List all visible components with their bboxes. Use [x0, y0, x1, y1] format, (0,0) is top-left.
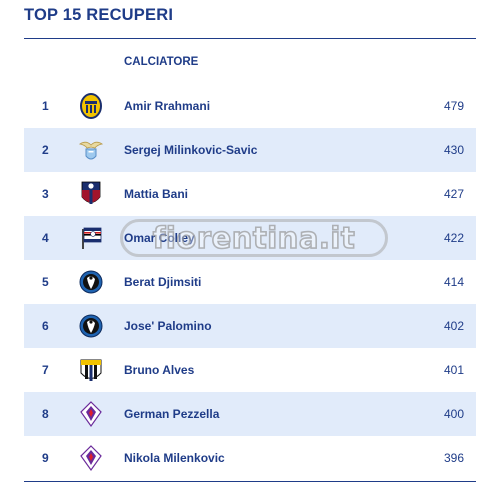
player-name: Bruno Alves: [124, 363, 195, 377]
bologna-crest-icon: [79, 180, 103, 208]
table-row: 2 Sergej Milinkovic-Savic 430: [24, 128, 476, 172]
rank-number: 9: [42, 451, 49, 465]
table-row: 3 Mattia Bani 427: [24, 172, 476, 216]
recoveries-value: 479: [443, 99, 464, 113]
table-row: 9 Nikola Milenkovic 396: [24, 436, 476, 480]
table-row: 7 Bruno Alves 401: [24, 348, 476, 392]
table-row: 5 Berat Djimsiti 414: [24, 260, 476, 304]
rank-number: 1: [42, 99, 49, 113]
player-name: Amir Rrahmani: [124, 99, 211, 113]
atalanta-crest-icon: [79, 312, 103, 340]
rank-number: 4: [42, 231, 49, 245]
player-name: German Pezzella: [124, 407, 220, 421]
page-title: TOP 15 RECUPERI: [24, 6, 174, 24]
player-name: Nikola Milenkovic: [124, 451, 225, 465]
title-divider: [24, 38, 476, 39]
fiorentina-crest-icon: [79, 400, 103, 428]
ranking-table: 1 Amir Rrahmani 479 2 Sergej Milinkovic-…: [24, 84, 476, 480]
recoveries-value: 396: [443, 451, 464, 465]
watermark-text: fiorentina.it: [152, 220, 356, 256]
parma-crest-icon: [79, 356, 103, 384]
rank-number: 3: [42, 187, 49, 201]
player-name: Sergej Milinkovic-Savic: [124, 143, 258, 157]
table-row: 1 Amir Rrahmani 479: [24, 84, 476, 128]
table-row: 4 Omar Colley 422: [24, 216, 476, 260]
player-name: Berat Djimsiti: [124, 275, 202, 289]
sampdoria-crest-icon: [79, 224, 103, 252]
recoveries-value: 427: [443, 187, 464, 201]
atalanta-crest-icon: [79, 268, 103, 296]
recoveries-value: 401: [443, 363, 464, 377]
recoveries-value: 400: [443, 407, 464, 421]
column-header-player: CALCIATORE: [124, 56, 199, 68]
recoveries-value: 402: [443, 319, 464, 333]
rank-number: 2: [42, 143, 49, 157]
recoveries-value: 414: [443, 275, 464, 289]
table-row: 8 German Pezzella 400: [24, 392, 476, 436]
rank-number: 7: [42, 363, 49, 377]
hellas-verona-crest-icon: [79, 92, 103, 120]
table-row: 6 Jose' Palomino 402: [24, 304, 476, 348]
rank-number: 8: [42, 407, 49, 421]
player-name: Omar Colley: [124, 231, 195, 245]
rank-number: 6: [42, 319, 49, 333]
fiorentina-crest-icon: [79, 444, 103, 472]
lazio-eagle-crest-icon: [79, 136, 103, 164]
watermark: fiorentina.it: [120, 219, 388, 257]
rank-number: 5: [42, 275, 49, 289]
player-name: Jose' Palomino: [124, 319, 212, 333]
recoveries-value: 422: [443, 231, 464, 245]
player-name: Mattia Bani: [124, 187, 189, 201]
recoveries-value: 430: [443, 143, 464, 157]
